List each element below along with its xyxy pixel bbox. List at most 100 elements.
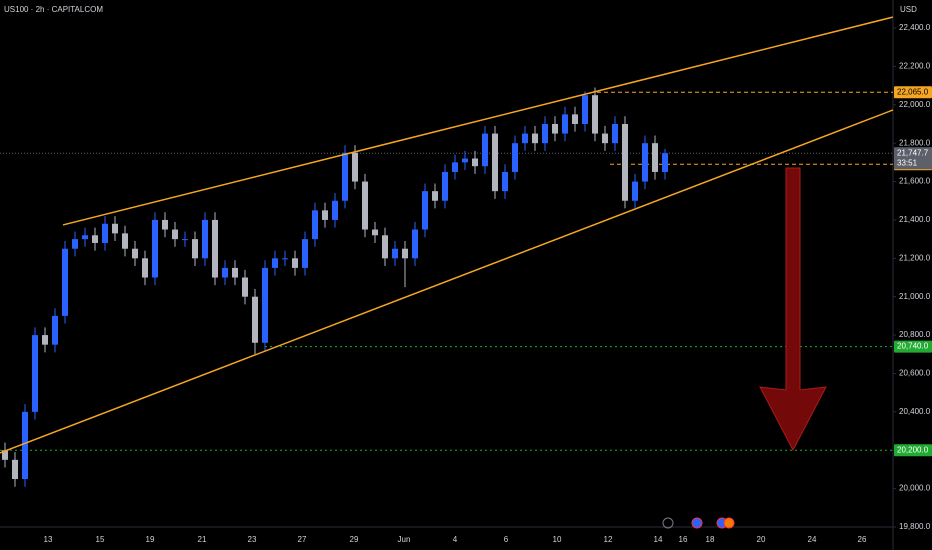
x-tick-label: 24 <box>808 535 817 544</box>
last-price-label: 21,747.7 <box>897 148 929 157</box>
candle-body <box>472 158 478 167</box>
y-tick-label: 21,800.0 <box>899 138 931 147</box>
y-tick-label: 20,800.0 <box>899 330 931 339</box>
y-tick-label: 21,000.0 <box>899 292 931 301</box>
candle-body <box>382 235 388 259</box>
candle-body <box>512 143 518 172</box>
x-tick-label: 26 <box>858 535 867 544</box>
y-tick-label: 20,400.0 <box>899 407 931 416</box>
x-tick-label: 15 <box>96 535 105 544</box>
x-tick-label: 29 <box>350 535 359 544</box>
chart-title: US100 · 2h · CAPITALCOM <box>4 5 103 14</box>
y-tick-label: 21,400.0 <box>899 215 931 224</box>
x-tick-label: 27 <box>298 535 307 544</box>
candle-body <box>172 229 178 240</box>
y-tick-label: 21,200.0 <box>899 253 931 262</box>
x-tick-label: 14 <box>654 535 663 544</box>
candle-body <box>352 152 358 182</box>
x-tick-label: 6 <box>504 535 509 544</box>
y-tick-label: 22,400.0 <box>899 23 931 32</box>
candle-body <box>192 239 198 259</box>
y-tick-label: 21,600.0 <box>899 177 931 186</box>
candle-body <box>302 239 308 268</box>
trendline <box>62 16 894 226</box>
down-arrow <box>759 167 827 452</box>
countdown: 33:51 <box>897 158 918 167</box>
candle-body <box>52 315 58 345</box>
candle-body <box>502 171 508 192</box>
x-tick-label: 20 <box>757 535 766 544</box>
x-tick-label: 19 <box>146 535 155 544</box>
price-tags: 22,065.021,690.020,740.020,200.021,747.7… <box>894 86 932 457</box>
candle-body <box>32 335 38 412</box>
y-tick-label: 19,800.0 <box>899 522 931 531</box>
candle-body <box>592 95 598 134</box>
candle-body <box>162 219 168 230</box>
candle-body <box>72 239 78 249</box>
candle-body <box>452 162 458 172</box>
candle-body <box>232 267 238 278</box>
x-tick-label: 16 <box>679 535 688 544</box>
icon <box>662 517 674 529</box>
candle-body <box>12 459 18 480</box>
candle-body <box>202 219 208 259</box>
candle-body <box>422 191 428 230</box>
candle-body <box>462 158 468 163</box>
candle-body <box>662 153 668 172</box>
trendlines <box>0 16 894 454</box>
x-tick-label: 18 <box>706 535 715 544</box>
candle-body <box>42 335 48 345</box>
candle-body <box>612 123 618 144</box>
candle-body <box>412 229 418 259</box>
candle-body <box>432 191 438 201</box>
candle-body <box>212 219 218 278</box>
candle-body <box>272 258 278 268</box>
candle-body <box>372 229 378 236</box>
candle-body <box>262 267 268 343</box>
candle-body <box>242 277 248 297</box>
last-price-tag <box>894 147 932 170</box>
y-tick-label: 20,000.0 <box>899 484 931 493</box>
candle-body <box>622 123 628 201</box>
candle-body <box>492 133 498 192</box>
x-tick-label: 4 <box>453 535 458 544</box>
icon <box>691 517 703 529</box>
bottom-icons <box>662 517 735 529</box>
candle-body <box>602 133 608 144</box>
candle-body <box>122 233 128 249</box>
candle-body <box>312 210 318 240</box>
price-tag <box>894 340 932 353</box>
candle-body <box>132 248 138 259</box>
candle-body <box>332 200 338 220</box>
x-tick-label: 23 <box>248 535 257 544</box>
candle-body <box>562 114 568 134</box>
candle-body <box>572 114 578 124</box>
candle-body <box>22 411 28 480</box>
price-tag <box>894 444 932 457</box>
candle-body <box>252 296 258 343</box>
trendline <box>0 109 894 454</box>
candle-body <box>442 171 448 201</box>
x-tick-label: Jun <box>398 535 411 544</box>
candle-body <box>82 235 88 240</box>
y-tick-label: 22,200.0 <box>899 62 931 71</box>
price-tag <box>894 86 932 99</box>
candle-body <box>582 95 588 124</box>
candle-body <box>152 219 158 278</box>
candle-body <box>542 123 548 144</box>
icon <box>723 517 735 529</box>
y-tick-label: 22,000.0 <box>899 100 931 109</box>
candle-body <box>142 258 148 278</box>
candle-body <box>552 123 558 134</box>
candle-body <box>322 210 328 220</box>
candle-body <box>532 133 538 144</box>
candle-body <box>642 143 648 182</box>
candle-body <box>402 248 408 259</box>
candle-body <box>292 258 298 268</box>
x-tick-label: 13 <box>44 535 53 544</box>
x-tick-label: 12 <box>604 535 613 544</box>
candle-body <box>182 239 188 241</box>
candle-body <box>632 181 638 201</box>
y-tick-label: 20,600.0 <box>899 369 931 378</box>
